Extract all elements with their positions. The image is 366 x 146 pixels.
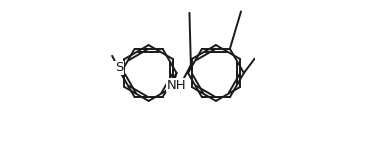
Text: S: S	[115, 61, 123, 74]
Text: NH: NH	[167, 79, 186, 92]
